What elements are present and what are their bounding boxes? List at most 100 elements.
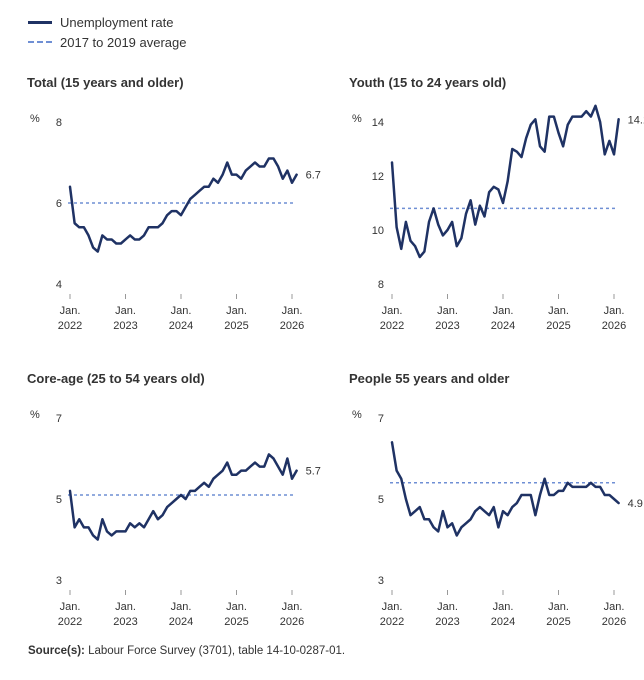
data-point[interactable]: [206, 184, 212, 190]
data-point[interactable]: [155, 516, 161, 522]
data-point[interactable]: [136, 520, 142, 526]
data-point[interactable]: [565, 122, 571, 128]
data-point[interactable]: [220, 468, 226, 474]
data-point[interactable]: [243, 168, 249, 174]
data-point[interactable]: [449, 520, 455, 526]
data-point[interactable]: [178, 492, 184, 498]
data-point[interactable]: [238, 176, 244, 182]
data-point[interactable]: [160, 512, 166, 518]
data-point[interactable]: [261, 164, 267, 170]
data-point[interactable]: [234, 172, 240, 178]
data-point[interactable]: [495, 187, 501, 193]
data-point[interactable]: [583, 108, 589, 114]
data-point[interactable]: [551, 492, 557, 498]
data-point[interactable]: [141, 232, 147, 238]
data-point[interactable]: [284, 168, 290, 174]
data-point[interactable]: [99, 232, 105, 238]
data-point[interactable]: [95, 249, 101, 255]
data-point[interactable]: [67, 488, 73, 494]
data-point[interactable]: [173, 208, 179, 214]
data-point[interactable]: [192, 488, 198, 494]
data-point[interactable]: [482, 508, 488, 514]
data-point[interactable]: [500, 508, 506, 514]
data-point[interactable]: [491, 504, 497, 510]
data-point[interactable]: [472, 222, 478, 228]
legend-item-average[interactable]: 2017 to 2019 average: [28, 32, 187, 52]
data-point[interactable]: [183, 204, 189, 210]
data-point[interactable]: [275, 164, 281, 170]
data-point[interactable]: [463, 211, 469, 217]
data-point[interactable]: [579, 114, 585, 120]
data-point[interactable]: [468, 197, 474, 203]
data-point[interactable]: [440, 508, 446, 514]
data-point[interactable]: [90, 245, 96, 251]
data-point[interactable]: [588, 114, 594, 120]
data-point[interactable]: [224, 160, 230, 166]
data-point[interactable]: [197, 188, 203, 194]
data-point[interactable]: [164, 504, 170, 510]
data-point[interactable]: [247, 464, 253, 470]
data-point[interactable]: [136, 236, 142, 242]
data-point[interactable]: [431, 524, 437, 530]
data-point[interactable]: [486, 512, 492, 518]
data-point[interactable]: [247, 164, 253, 170]
data-point[interactable]: [454, 243, 460, 249]
data-point[interactable]: [532, 512, 538, 518]
data-point[interactable]: [398, 476, 404, 482]
data-point[interactable]: [597, 119, 603, 125]
data-point[interactable]: [155, 224, 161, 230]
data-point[interactable]: [537, 492, 543, 498]
data-point[interactable]: [408, 238, 414, 244]
data-point[interactable]: [275, 464, 281, 470]
data-point[interactable]: [389, 439, 395, 445]
data-point[interactable]: [146, 516, 152, 522]
data-point[interactable]: [398, 246, 404, 252]
data-point[interactable]: [616, 116, 622, 122]
data-point[interactable]: [472, 508, 478, 514]
data-point[interactable]: [210, 476, 216, 482]
data-point[interactable]: [514, 149, 520, 155]
data-point[interactable]: [76, 516, 82, 522]
data-point[interactable]: [72, 220, 78, 226]
data-point[interactable]: [458, 524, 464, 530]
data-point[interactable]: [123, 528, 129, 534]
data-point[interactable]: [104, 528, 110, 534]
data-point[interactable]: [215, 472, 221, 478]
data-point[interactable]: [560, 488, 566, 494]
data-point[interactable]: [588, 480, 594, 486]
data-point[interactable]: [417, 254, 423, 260]
data-point[interactable]: [597, 484, 603, 490]
data-point[interactable]: [294, 172, 300, 178]
data-point[interactable]: [468, 516, 474, 522]
data-point[interactable]: [454, 532, 460, 538]
data-point[interactable]: [394, 468, 400, 474]
data-point[interactable]: [178, 212, 184, 218]
data-point[interactable]: [435, 528, 441, 534]
data-point[interactable]: [160, 220, 166, 226]
data-point[interactable]: [417, 504, 423, 510]
data-point[interactable]: [445, 524, 451, 530]
data-point[interactable]: [141, 524, 147, 530]
legend-item-series[interactable]: Unemployment rate: [28, 12, 187, 32]
data-point[interactable]: [412, 243, 418, 249]
data-point[interactable]: [523, 135, 529, 141]
data-point[interactable]: [169, 500, 175, 506]
data-point[interactable]: [412, 508, 418, 514]
data-point[interactable]: [583, 484, 589, 490]
data-point[interactable]: [164, 212, 170, 218]
data-point[interactable]: [532, 116, 538, 122]
data-point[interactable]: [271, 155, 277, 161]
data-point[interactable]: [616, 500, 622, 506]
data-point[interactable]: [192, 192, 198, 198]
data-point[interactable]: [252, 460, 258, 466]
data-point[interactable]: [86, 232, 92, 238]
data-point[interactable]: [403, 219, 409, 225]
data-point[interactable]: [220, 172, 226, 178]
data-point[interactable]: [289, 180, 295, 186]
data-point[interactable]: [602, 151, 608, 157]
data-point[interactable]: [150, 508, 156, 514]
data-point[interactable]: [537, 143, 543, 149]
data-point[interactable]: [206, 484, 212, 490]
data-point[interactable]: [528, 122, 534, 128]
data-point[interactable]: [394, 224, 400, 230]
